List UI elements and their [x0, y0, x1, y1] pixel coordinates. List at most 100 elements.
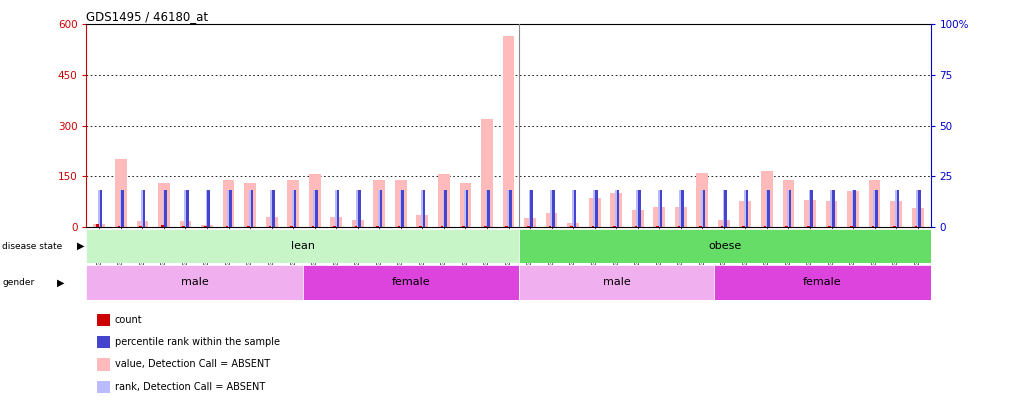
Text: obese: obese: [708, 241, 741, 251]
Bar: [610, 193, 622, 227]
Bar: [660, 190, 662, 227]
Bar: [441, 226, 443, 227]
Bar: [271, 190, 273, 227]
Bar: [529, 190, 531, 227]
Bar: [444, 190, 446, 227]
Bar: [466, 190, 469, 227]
Bar: [911, 208, 923, 227]
Bar: [826, 202, 837, 227]
Bar: [207, 190, 211, 227]
Bar: [98, 190, 101, 227]
Bar: [700, 226, 702, 227]
Bar: [358, 190, 361, 227]
Bar: [294, 190, 296, 227]
Bar: [616, 190, 619, 227]
Bar: [205, 190, 208, 227]
Bar: [163, 190, 165, 227]
Bar: [658, 190, 660, 227]
Bar: [632, 210, 644, 227]
Bar: [247, 226, 249, 227]
Bar: [785, 226, 788, 227]
Text: lean: lean: [291, 241, 315, 251]
Bar: [766, 190, 768, 227]
Bar: [180, 221, 191, 227]
Bar: [419, 226, 422, 227]
Bar: [464, 190, 467, 227]
Bar: [379, 190, 382, 227]
Bar: [847, 192, 859, 227]
Bar: [287, 179, 299, 227]
Bar: [290, 226, 293, 227]
Bar: [373, 179, 385, 227]
Bar: [895, 190, 897, 227]
Bar: [484, 226, 486, 227]
Bar: [768, 190, 770, 227]
Bar: [141, 190, 143, 227]
Bar: [638, 190, 641, 227]
Bar: [593, 190, 596, 227]
Bar: [724, 190, 727, 227]
Bar: [875, 190, 878, 227]
Bar: [335, 190, 338, 227]
Bar: [567, 224, 579, 227]
Text: rank, Detection Call = ABSENT: rank, Detection Call = ABSENT: [115, 382, 265, 392]
Bar: [303, 265, 520, 300]
Text: gender: gender: [2, 278, 35, 287]
Text: GDS1495 / 46180_at: GDS1495 / 46180_at: [86, 10, 208, 23]
Bar: [416, 215, 428, 227]
Bar: [309, 175, 320, 227]
Bar: [572, 190, 575, 227]
Bar: [653, 207, 665, 227]
Bar: [331, 217, 342, 227]
Bar: [531, 190, 533, 227]
Bar: [161, 225, 164, 227]
Bar: [701, 190, 704, 227]
Bar: [86, 265, 303, 300]
Bar: [595, 190, 598, 227]
Bar: [438, 175, 450, 227]
Bar: [120, 190, 122, 227]
Bar: [714, 265, 931, 300]
Bar: [357, 190, 359, 227]
Text: female: female: [803, 277, 842, 288]
Bar: [139, 226, 142, 227]
Bar: [186, 190, 188, 227]
Bar: [874, 190, 876, 227]
Text: male: male: [603, 277, 631, 288]
Bar: [853, 190, 856, 227]
Bar: [204, 226, 206, 227]
Bar: [677, 226, 680, 227]
Bar: [571, 226, 573, 227]
Bar: [869, 179, 881, 227]
Text: count: count: [115, 315, 142, 325]
Bar: [508, 190, 512, 227]
Bar: [742, 226, 744, 227]
Bar: [182, 226, 185, 227]
Bar: [268, 226, 272, 227]
Bar: [481, 119, 493, 227]
Bar: [893, 226, 896, 227]
Bar: [739, 202, 752, 227]
Bar: [832, 190, 835, 227]
Bar: [244, 183, 256, 227]
Bar: [613, 226, 615, 227]
Bar: [615, 190, 617, 227]
Bar: [548, 226, 551, 227]
Bar: [524, 218, 536, 227]
Bar: [400, 190, 402, 227]
Bar: [697, 173, 708, 227]
Bar: [806, 226, 810, 227]
Bar: [703, 190, 706, 227]
Bar: [635, 226, 638, 227]
Bar: [718, 220, 730, 227]
Bar: [292, 190, 295, 227]
Bar: [136, 221, 148, 227]
Bar: [165, 190, 167, 227]
Text: value, Detection Call = ABSENT: value, Detection Call = ABSENT: [115, 360, 271, 369]
Bar: [787, 190, 790, 227]
Bar: [809, 190, 812, 227]
Bar: [679, 190, 682, 227]
Bar: [265, 217, 278, 227]
Bar: [527, 226, 530, 227]
Bar: [100, 190, 103, 227]
